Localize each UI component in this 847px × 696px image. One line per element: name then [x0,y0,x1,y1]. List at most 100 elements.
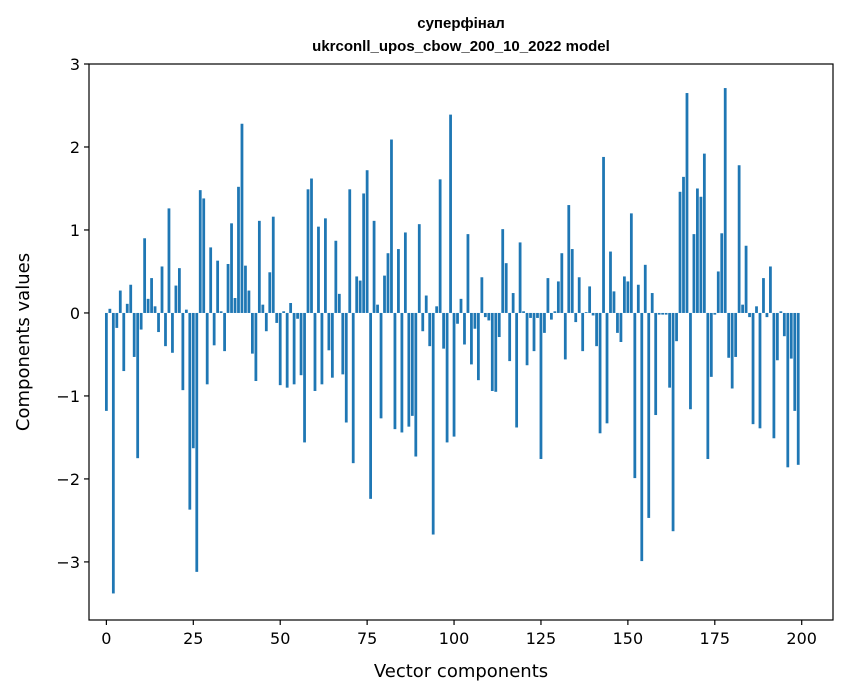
bar [264,312,268,332]
bar [285,312,289,388]
x-tick-label: 0 [101,629,111,648]
bar [171,312,174,353]
bar [720,233,724,313]
bar [556,281,560,313]
bar [452,312,456,437]
bar [619,312,623,342]
bars-group [104,88,800,594]
bar [355,276,359,313]
bar [779,311,783,313]
bar [786,312,790,468]
bar [459,298,463,313]
bar [247,290,251,313]
bar [282,311,286,313]
bar [209,247,213,313]
bar [410,312,414,416]
bar [212,312,216,346]
bar [643,264,647,313]
bar [139,312,143,330]
bar [522,311,525,313]
bar [330,312,334,378]
bar [324,218,327,313]
bar [470,312,473,365]
bar [393,312,397,430]
x-tick-label: 25 [183,629,203,648]
y-tick-label: −3 [56,553,80,572]
bar [118,290,122,313]
bar [365,170,369,313]
y-tick-label: −1 [56,387,80,406]
bar [699,196,703,313]
chart-title-line2: ukrconll_upos_cbow_200_10_2022 model [312,38,610,55]
x-tick-label: 75 [357,629,377,648]
bar [403,232,407,313]
bar [744,245,748,313]
bar [612,291,616,313]
bar [108,308,112,313]
bar [782,312,786,337]
bar [789,312,793,359]
bar [205,312,209,385]
bar [494,312,498,392]
bar [202,198,206,313]
bar [226,263,230,313]
bar [157,312,160,333]
bar [636,284,640,313]
bar [251,312,254,354]
y-tick-label: −2 [56,470,80,489]
bar [796,312,800,465]
bar [664,312,668,315]
bar [181,312,185,391]
bar [595,312,598,347]
bar [536,312,539,318]
bar [463,312,466,345]
bar [616,312,619,333]
bar [376,304,379,313]
bar [167,208,171,313]
bar [146,298,150,313]
bar [143,238,147,313]
bar [421,312,425,332]
bar [508,312,512,362]
plot-frame [88,63,834,621]
bar [671,312,675,532]
bar [289,303,293,313]
bar [483,312,487,318]
bar [727,312,731,358]
x-tick-label: 150 [613,629,644,648]
bar [344,312,348,423]
bar [317,226,320,313]
bar [473,312,477,329]
bar [591,312,595,316]
bar [689,312,692,410]
bar [647,312,651,518]
bar [372,220,376,313]
bar [351,312,355,464]
bar [244,265,247,313]
bar [550,312,553,320]
bar [762,278,765,313]
bar [129,284,133,313]
bar [313,312,317,391]
bar [716,271,720,313]
bar [379,312,383,419]
bar [609,251,612,313]
x-tick-label: 175 [700,629,731,648]
bar [278,312,282,386]
bar [292,312,296,385]
bar [772,312,776,439]
bar [487,312,491,321]
bar [261,304,265,313]
bar [174,285,178,313]
y-tick-label: 2 [70,138,80,157]
bar [237,186,240,313]
bar [626,281,630,313]
bar [362,193,366,313]
y-axis-label: Components values [13,253,34,431]
bar [198,190,202,313]
bar [230,223,233,313]
bar [657,312,661,315]
bar [104,312,108,411]
bar [369,312,372,499]
